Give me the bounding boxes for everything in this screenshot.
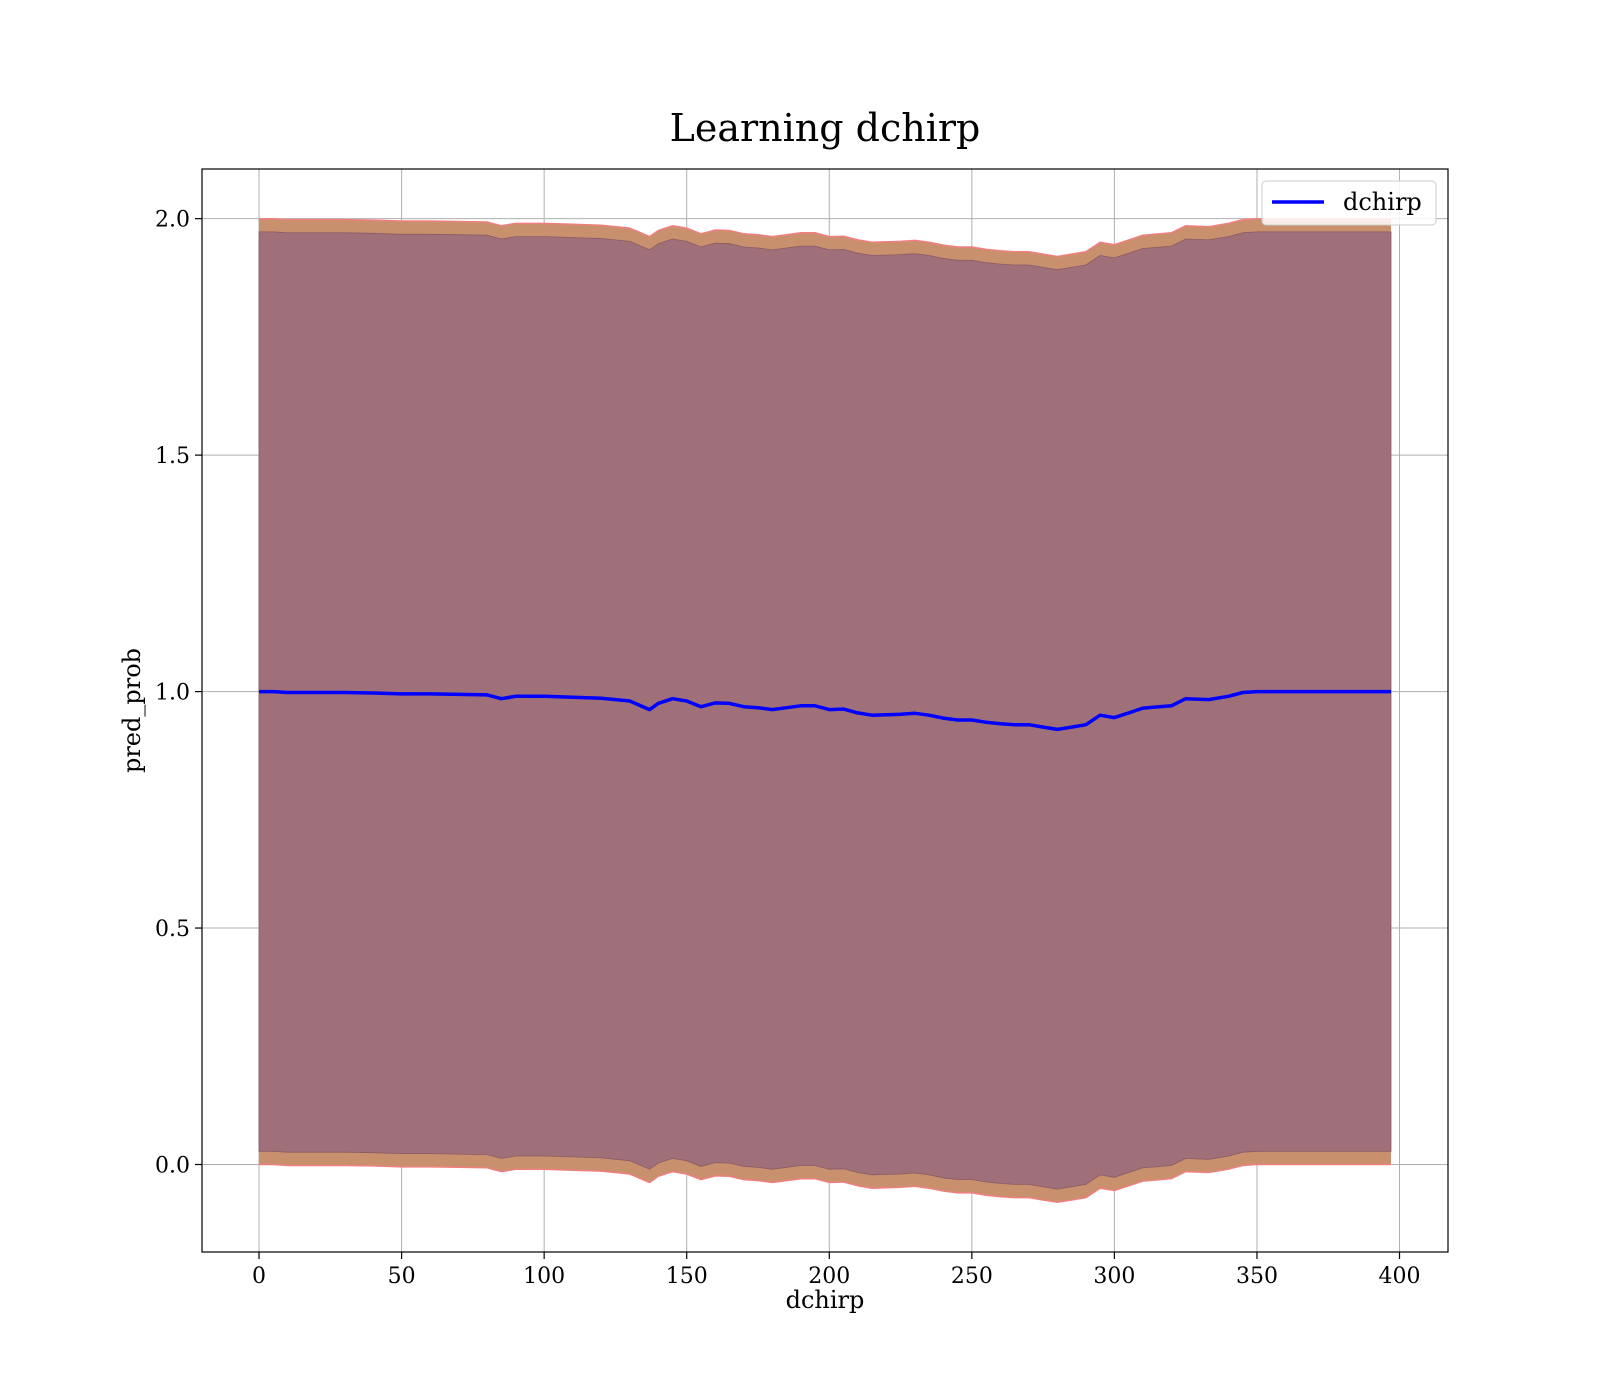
x-axis-ticks: 0 50 100 150 200 250 300 350 400: [252, 1252, 1421, 1289]
x-axis-label: dchirp: [786, 1286, 865, 1314]
x-tick-label: 100: [523, 1264, 565, 1289]
y-axis-ticks: 0.0 0.5 1.0 1.5 2.0: [155, 208, 202, 1179]
y-tick-label: 1.0: [155, 681, 190, 706]
y-axis-label: pred_prob: [118, 648, 146, 773]
confidence-bands: [258, 217, 1392, 1204]
y-tick-label: 0.0: [155, 1154, 190, 1179]
legend: dchirp: [1261, 180, 1437, 226]
x-tick-label: 350: [1236, 1264, 1278, 1289]
legend-box: [1261, 180, 1437, 226]
x-tick-label: 0: [252, 1264, 266, 1289]
legend-label-dchirp: dchirp: [1343, 188, 1422, 216]
x-tick-label: 400: [1379, 1264, 1421, 1289]
x-tick-label: 250: [951, 1264, 993, 1289]
series-line-dchirp: [259, 689, 1391, 732]
outer-band-upper-edge: [259, 217, 1391, 258]
series-lines: [259, 689, 1391, 732]
y-tick-label: 2.0: [155, 208, 190, 233]
y-tick-label: 1.5: [155, 444, 190, 469]
x-tick-label: 200: [808, 1264, 850, 1289]
chart-title: Learning dchirp: [670, 106, 981, 150]
x-tick-label: 150: [666, 1264, 708, 1289]
inner-band: [258, 231, 1392, 1190]
x-tick-label: 300: [1093, 1264, 1135, 1289]
y-tick-label: 0.5: [155, 917, 190, 942]
outer-band-lower-edge: [259, 1163, 1391, 1204]
x-tick-label: 50: [388, 1264, 416, 1289]
plot-frame: [201, 168, 1449, 1253]
